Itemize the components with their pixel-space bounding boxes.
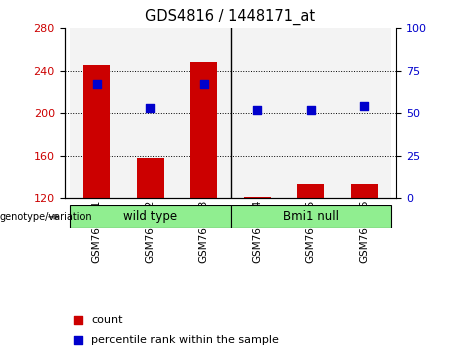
Text: genotype/variation: genotype/variation	[0, 212, 93, 222]
Point	[200, 81, 207, 87]
Text: GDS4816 / 1448171_at: GDS4816 / 1448171_at	[145, 9, 316, 25]
Text: percentile rank within the sample: percentile rank within the sample	[91, 335, 279, 345]
FancyBboxPatch shape	[230, 205, 391, 228]
Bar	[284, 28, 337, 198]
Point	[254, 107, 261, 113]
Bar	[137, 158, 164, 198]
Text: wild type: wild type	[123, 210, 177, 223]
Point	[74, 317, 82, 323]
Point	[93, 81, 100, 87]
Bar	[124, 28, 177, 198]
Bar	[351, 184, 378, 198]
Bar	[177, 28, 230, 198]
Text: Bmi1 null: Bmi1 null	[283, 210, 339, 223]
Point	[361, 104, 368, 109]
Text: count: count	[91, 315, 123, 325]
Bar	[190, 62, 217, 198]
Bar	[230, 28, 284, 198]
Point	[147, 105, 154, 111]
Point	[307, 107, 314, 113]
Bar	[297, 184, 324, 198]
Bar	[83, 65, 110, 198]
Bar	[244, 197, 271, 198]
Bar	[70, 28, 124, 198]
FancyBboxPatch shape	[70, 205, 230, 228]
Bar	[337, 28, 391, 198]
Point	[74, 337, 82, 343]
